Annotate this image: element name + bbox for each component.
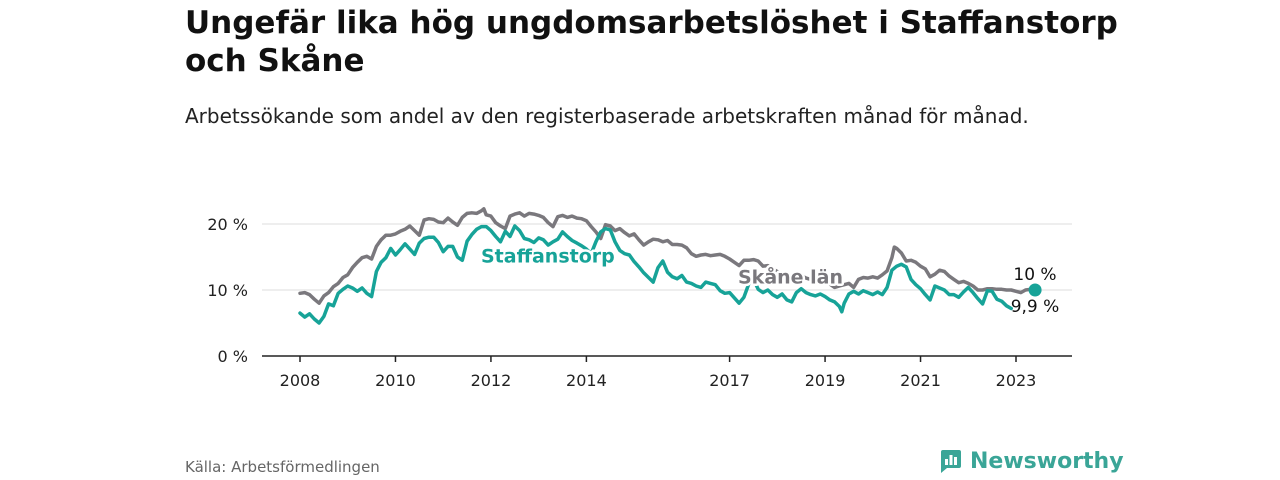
x-tick-label: 2012 [471,371,512,390]
x-tick-label: 2023 [996,371,1037,390]
brand-name: Newsworthy [970,448,1124,474]
source-note: Källa: Arbetsförmedlingen [185,458,380,476]
newsworthy-logo-icon [941,450,961,473]
x-tick-label: 2021 [900,371,941,390]
series-label-halo: Skåne län [738,264,843,288]
x-tick-label: 2019 [805,371,846,390]
series-label-halo: Staffanstorp [481,245,615,267]
end-label-staffanstorp: 9,9 % [1011,297,1060,317]
newsworthy-brand: Newsworthy [938,448,1124,474]
x-tick-label: 2017 [709,371,750,390]
chart-subtitle: Arbetssökande som andel av den registerb… [185,104,1029,128]
endpoint-dot [1028,283,1042,297]
x-tick-label: 2010 [375,371,416,390]
series-label-skane: Skåne län [738,264,843,288]
series-line-skane [298,207,1037,305]
chart-title: Ungefär lika hög ungdomsarbetslöshet i S… [185,5,1118,79]
y-tick-label: 0 % [218,347,248,366]
y-tick-label: 20 % [207,215,248,234]
x-tick-label: 2008 [280,371,321,390]
x-tick-label: 2014 [566,371,607,390]
end-label-skane: 10 % [1013,265,1056,285]
series-label-staffanstorp: Staffanstorp [481,245,615,267]
y-tick-label: 10 % [207,281,248,300]
series-line-staffanstorp [298,224,1013,325]
